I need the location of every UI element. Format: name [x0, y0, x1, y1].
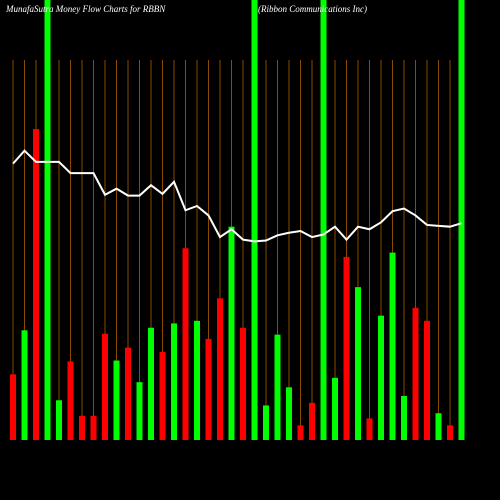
bar — [33, 129, 39, 440]
chart-title: MunafaSutra Money Flow Charts for RBBN — [5, 4, 166, 14]
bar — [355, 287, 361, 440]
bar — [90, 415, 97, 440]
highlight-bar — [251, 0, 258, 440]
highlight-bar — [320, 0, 327, 440]
bar — [125, 347, 131, 440]
highlight-bar — [44, 0, 51, 440]
bar — [182, 248, 189, 440]
bar — [21, 330, 28, 440]
bar — [343, 256, 350, 440]
bar — [401, 395, 407, 440]
bar — [366, 418, 373, 440]
bar — [136, 382, 143, 440]
bar — [412, 307, 419, 440]
money-flow-line — [12, 149, 462, 243]
bar — [435, 413, 442, 440]
bar — [171, 323, 177, 440]
bar — [274, 334, 281, 440]
bar — [240, 327, 246, 440]
bar — [79, 415, 85, 440]
lines — [12, 149, 462, 243]
bar — [67, 361, 74, 440]
bar — [113, 360, 120, 440]
bar — [102, 333, 108, 440]
bar — [217, 298, 223, 440]
bar — [378, 315, 384, 440]
bar — [447, 425, 453, 440]
bar — [228, 226, 235, 440]
bar — [148, 327, 154, 440]
bar — [297, 425, 304, 440]
highlight-bar — [458, 0, 465, 440]
bar — [10, 374, 16, 440]
bar — [159, 351, 166, 440]
bar — [332, 377, 338, 440]
bar — [56, 400, 62, 440]
bar — [389, 252, 396, 440]
bar — [309, 402, 315, 440]
bar — [205, 338, 212, 440]
bars — [10, 0, 465, 440]
bar — [263, 405, 269, 440]
bar — [286, 387, 292, 440]
bar — [424, 320, 430, 440]
bar — [194, 320, 200, 440]
chart-subtitle: (Ribbon Communications Inc) — [258, 4, 367, 14]
